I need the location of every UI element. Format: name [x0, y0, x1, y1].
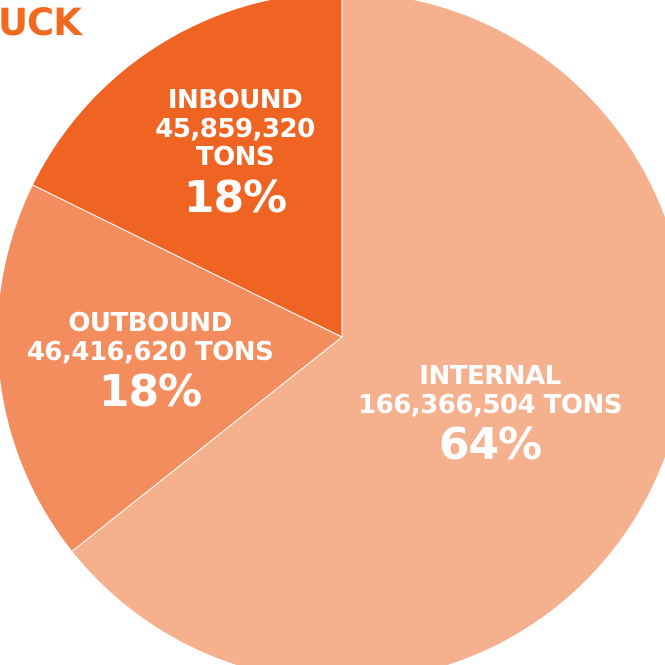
slice-percent-internal: 64%	[438, 419, 542, 471]
chart-title-fragment: UCK	[0, 1, 82, 44]
slice-label-internal: INTERNAL 166,366,504 TONS 64%	[340, 362, 640, 472]
slice-value-inbound: 45,859,320	[155, 113, 315, 144]
slice-unit-inbound: TONS	[195, 142, 275, 173]
pie-slice-internal	[71, 0, 665, 665]
slice-name-inbound: INBOUND	[167, 85, 303, 115]
slice-unit-outbound: TONS	[194, 336, 274, 367]
pie-slice-outbound	[0, 184, 343, 553]
slice-unit-internal: TONS	[543, 389, 623, 420]
pie-slice-inbound	[31, 0, 343, 338]
slice-percent-outbound: 18%	[98, 366, 202, 418]
slice-name-internal: INTERNAL	[419, 361, 561, 391]
slice-value-number-outbound: 46,416,620	[26, 336, 187, 367]
slice-value-internal: 166,366,504 TONS	[340, 389, 640, 420]
slice-name-outbound: OUTBOUND	[68, 308, 232, 338]
slice-percent-inbound: 18%	[183, 171, 287, 223]
slice-label-inbound: INBOUND 45,859,320 TONS 18%	[130, 86, 340, 225]
slice-label-outbound: OUTBOUND 46,416,620 TONS 18%	[0, 309, 300, 419]
slice-value-number-internal: 166,366,504	[358, 389, 536, 420]
slice-value-outbound: 46,416,620 TONS	[0, 336, 300, 367]
